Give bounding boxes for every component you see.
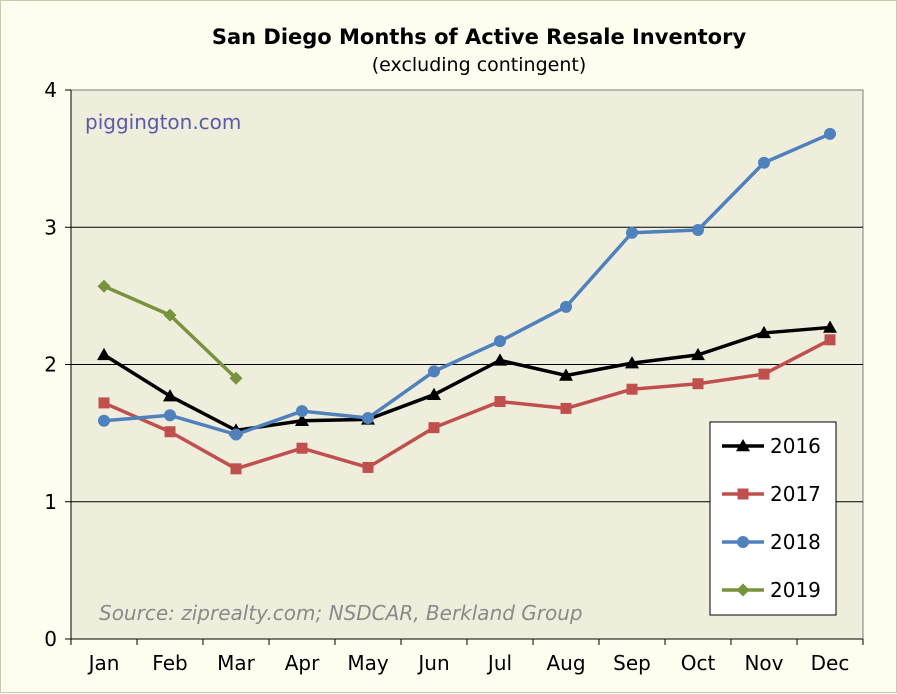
data-point-2018-jan: [98, 414, 110, 427]
data-point-2018-may: [362, 412, 374, 425]
axes: 0 1 2 3 4 Jan Feb Mar Apr May Jun Jul Aug Sep Oct Nov De…: [44, 78, 864, 675]
data-point-2018-feb: [164, 409, 176, 422]
x-tick-label-sep: Sep: [613, 651, 651, 675]
watermark-label: piggington.com: [85, 110, 241, 134]
x-tick-label-jun: Jun: [416, 651, 449, 675]
x-tick-label-aug: Aug: [546, 651, 585, 675]
legend-item-2017: 2017: [722, 482, 821, 506]
data-point-2016-sep: [625, 356, 639, 369]
data-point-2018-aug: [560, 300, 572, 313]
x-tick-label-may: May: [347, 651, 389, 675]
legend-marker-2016: [736, 439, 750, 452]
series-line-2017: [103, 338, 831, 471]
data-point-2016-apr: [295, 413, 309, 427]
data-point-2016-jul: [493, 353, 507, 366]
series-group: [97, 127, 837, 475]
series-2019: [97, 279, 243, 385]
data-point-2016-oct: [691, 347, 705, 361]
series-2018: [98, 127, 836, 441]
data-point-2017-nov: [758, 368, 770, 380]
data-point-2017-mar: [230, 463, 242, 475]
legend: 2016 2017 2018 2019: [709, 421, 837, 616]
data-point-2016-jan: [97, 347, 111, 361]
data-point-2017-jan: [98, 397, 110, 409]
data-point-2017-dec: [824, 334, 836, 346]
legend-marker-2019: [736, 583, 750, 597]
y-tick-label: 1: [44, 490, 57, 514]
series-line-2018: [103, 132, 831, 437]
legend-marker-2018: [737, 536, 749, 548]
x-tick-label-nov: Nov: [744, 651, 783, 675]
data-point-2017-jun: [428, 422, 440, 434]
data-point-2018-sep: [626, 226, 638, 239]
source-note: Source: ziprealty.com; NSDCAR, Berkland …: [99, 601, 583, 625]
legend-label: 2018: [770, 530, 821, 554]
data-point-2017-aug: [560, 402, 572, 414]
x-tick-label-feb: Feb: [152, 651, 187, 675]
data-point-2018-dec: [824, 127, 836, 140]
x-tick-label-jan: Jan: [87, 651, 120, 675]
x-tick-label-dec: Dec: [811, 651, 850, 675]
data-point-2016-nov: [757, 325, 771, 339]
data-point-2019-mar: [229, 371, 243, 385]
legend-label: 2016: [770, 434, 821, 458]
data-point-2017-feb: [164, 426, 176, 438]
y-tick-label: 3: [44, 215, 57, 239]
legend-item-2016: 2016: [722, 434, 821, 458]
data-point-2017-sep: [626, 383, 638, 395]
legend-label: 2017: [770, 482, 821, 506]
x-tick-label-mar: Mar: [217, 651, 256, 675]
data-point-2017-jul: [494, 396, 506, 408]
data-point-2018-oct: [692, 223, 704, 236]
data-point-2019-feb: [163, 308, 177, 322]
chart-title: San Diego Months of Active Resale Invent…: [212, 25, 747, 49]
legend-marker-2017: [737, 488, 749, 500]
data-point-2017-apr: [296, 442, 308, 454]
y-tick-label: 0: [44, 627, 57, 651]
chart-subtitle: (excluding contingent): [372, 54, 586, 76]
legend-item-2018: 2018: [722, 530, 821, 554]
data-point-2018-nov: [758, 156, 770, 169]
data-point-2016-aug: [559, 368, 573, 381]
data-point-2017-may: [362, 461, 374, 473]
data-point-2016-feb: [163, 389, 177, 402]
data-point-2017-oct: [692, 378, 704, 390]
x-tick-label-jul: Jul: [486, 651, 512, 675]
data-point-2019-jan: [97, 279, 111, 293]
x-tick-label-oct: Oct: [681, 651, 716, 675]
y-tick-label: 2: [44, 353, 57, 377]
legend-label: 2019: [770, 578, 821, 602]
data-point-2018-jun: [428, 365, 440, 378]
series-line-2016: [103, 325, 831, 433]
data-point-2016-dec: [823, 320, 837, 333]
legend-box: [709, 421, 837, 616]
data-point-2018-mar: [230, 428, 242, 441]
x-tick-label-apr: Apr: [285, 651, 320, 675]
legend-item-2019: 2019: [722, 578, 821, 602]
y-tick-label: 4: [44, 78, 57, 102]
data-point-2018-jul: [494, 335, 506, 348]
series-2017: [98, 334, 836, 475]
data-point-2016-jun: [427, 387, 441, 400]
data-point-2018-apr: [296, 405, 308, 418]
